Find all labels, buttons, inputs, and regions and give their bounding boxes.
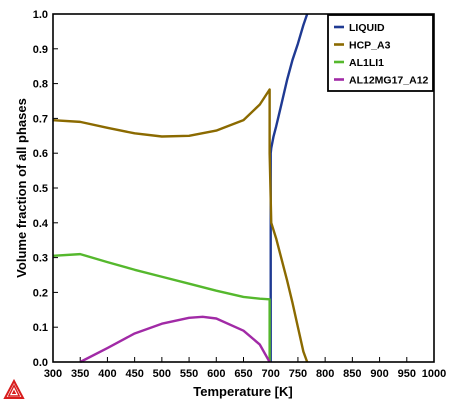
legend-label: HCP_A3 xyxy=(349,40,391,52)
x-tick-label: 400 xyxy=(98,368,116,380)
y-tick-label: 0.7 xyxy=(33,113,48,125)
y-tick-label: 0.5 xyxy=(33,183,48,195)
x-tick-label: 800 xyxy=(316,368,334,380)
x-tick-label: 700 xyxy=(262,368,280,380)
x-tick-label: 350 xyxy=(71,368,89,380)
series-line-al1li1 xyxy=(52,252,271,362)
y-tick-label: 1.0 xyxy=(33,9,48,21)
thermo-calc-logo-icon xyxy=(3,378,25,399)
series-line-liquid xyxy=(269,13,309,362)
plot-frame xyxy=(52,13,435,363)
x-tick-label: 500 xyxy=(153,368,171,380)
y-tick-label: 0.6 xyxy=(33,148,48,160)
y-tick-label: 0.9 xyxy=(33,44,48,56)
x-tick-label: 900 xyxy=(370,368,388,380)
x-tick-label: 550 xyxy=(180,368,198,380)
series-line-al12mg17-a12 xyxy=(79,315,271,364)
y-axis-title: Volume fraction of all phases xyxy=(14,98,29,278)
y-tick-label: 0.4 xyxy=(33,218,49,230)
x-axis-ticks: 300 350 400 450 500 550 600 650 700 750 800 850 900 9… xyxy=(44,357,446,380)
y-tick-label: 0.3 xyxy=(33,253,48,265)
x-tick-label: 600 xyxy=(207,368,225,380)
x-tick-label: 650 xyxy=(234,368,252,380)
x-tick-label: 950 xyxy=(398,368,416,380)
legend: LIQUID HCP_A3 AL1LI1 AL12MG17_A12 xyxy=(327,14,434,92)
legend-box xyxy=(327,14,434,92)
x-tick-label: 750 xyxy=(289,368,307,380)
legend-label: AL1LI1 xyxy=(349,57,384,69)
x-tick-label: 450 xyxy=(125,368,143,380)
legend-label: AL12MG17_A12 xyxy=(349,75,429,87)
x-axis-title: Temperature [K] xyxy=(193,384,292,399)
series-layer xyxy=(52,13,309,364)
legend-label: LIQUID xyxy=(349,22,385,34)
y-tick-label: 0.2 xyxy=(33,287,48,299)
legend-items: LIQUID HCP_A3 AL1LI1 AL12MG17_A12 xyxy=(334,22,429,87)
y-tick-label: 0.0 xyxy=(33,357,48,369)
x-tick-label: 1000 xyxy=(422,368,446,380)
y-tick-label: 0.8 xyxy=(33,79,48,91)
y-axis-ticks: 0.0 0.1 0.2 0.3 0.4 0.5 0.6 0.7 0.8 0.9 1.0 xyxy=(33,9,58,369)
x-tick-label: 850 xyxy=(343,368,361,380)
series-line-hcp-a3 xyxy=(52,88,309,363)
x-tick-label: 300 xyxy=(44,368,62,380)
y-tick-label: 0.1 xyxy=(33,322,48,334)
